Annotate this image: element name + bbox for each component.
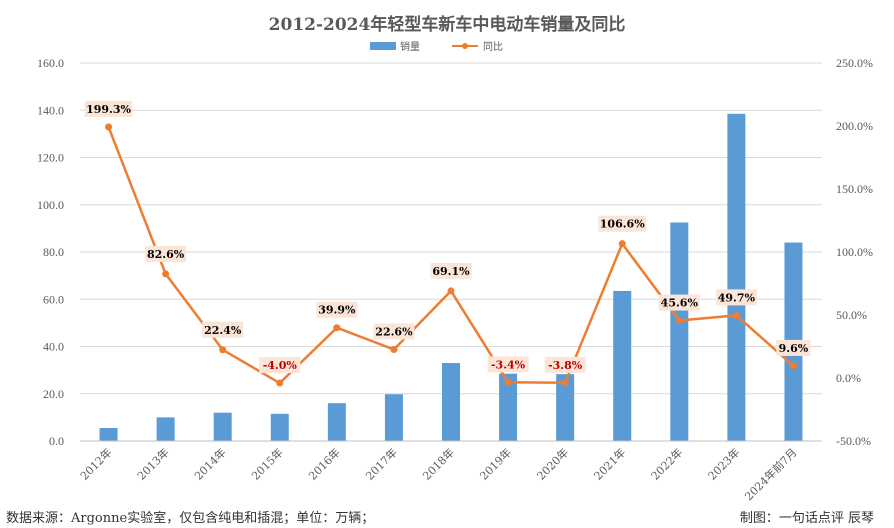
data-label-box bbox=[544, 356, 586, 373]
x-tick-label: 2022年 bbox=[648, 445, 685, 482]
data-label: 82.6% bbox=[147, 248, 185, 261]
right-axis: -50.0% 0.0% 50.0% 100.0% 150.0% 200.0% 250.0% bbox=[836, 56, 873, 448]
data-label-box bbox=[316, 301, 358, 318]
x-axis: 2012年 2013年 2014年 2015年 2016年 2017年 2018年 2019年… bbox=[77, 440, 822, 503]
data-label: -4.0% bbox=[263, 359, 298, 372]
bar bbox=[556, 374, 575, 441]
x-tick-label: 2014年 bbox=[191, 445, 228, 482]
left-axis: 0.0 20.0 40.0 60.0 80.0 100.0 120.0 140.0 160.0 bbox=[37, 56, 64, 448]
data-labels: 199.3% 82.6% 22.4% -4.0% 39.9% 22.6% 69.1% -3.4… bbox=[84, 100, 811, 374]
data-label-box bbox=[715, 289, 757, 306]
right-tick-label: 150.0% bbox=[836, 182, 873, 196]
x-tick-label: 2018年 bbox=[420, 445, 457, 482]
x-tick-label: 2012年 bbox=[77, 445, 114, 482]
data-label-box bbox=[145, 245, 187, 262]
yoy-point bbox=[504, 378, 512, 386]
left-tick-label: 0.0 bbox=[49, 434, 64, 448]
bar bbox=[213, 412, 232, 441]
bar bbox=[99, 428, 118, 441]
right-tick-label: 0.0% bbox=[836, 371, 861, 385]
left-tick-label: 80.0 bbox=[43, 245, 64, 259]
data-label: 106.6% bbox=[600, 218, 645, 231]
data-label: 22.4% bbox=[204, 324, 242, 337]
yoy-point bbox=[219, 346, 227, 354]
yoy-series-line bbox=[107, 126, 795, 385]
data-label-box bbox=[430, 262, 472, 279]
yoy-point bbox=[789, 362, 797, 370]
data-label: 9.6% bbox=[779, 342, 809, 355]
left-tick-label: 20.0 bbox=[43, 387, 64, 401]
data-label-box bbox=[487, 356, 529, 373]
x-tick-label: 2015年 bbox=[248, 445, 285, 482]
yoy-point bbox=[732, 311, 740, 319]
yoy-point bbox=[105, 123, 113, 131]
data-label-box bbox=[373, 323, 415, 340]
x-tick-label: 2023年 bbox=[705, 445, 742, 482]
bar bbox=[499, 373, 518, 441]
data-label: -3.4% bbox=[491, 358, 526, 371]
left-tick-label: 140.0 bbox=[37, 103, 64, 117]
data-label: 199.3% bbox=[86, 103, 131, 116]
right-tick-label: -50.0% bbox=[836, 434, 871, 448]
right-tick-label: 200.0% bbox=[836, 119, 873, 133]
data-label: 45.6% bbox=[661, 297, 699, 310]
data-label: 49.7% bbox=[718, 291, 756, 304]
left-tick-label: 60.0 bbox=[43, 292, 64, 306]
yoy-point bbox=[447, 287, 455, 295]
legend-bar-label: 销量 bbox=[400, 40, 420, 53]
x-tick-label: 2020年 bbox=[534, 445, 571, 482]
bar bbox=[270, 413, 289, 441]
data-label-box bbox=[658, 294, 700, 311]
data-label: 22.6% bbox=[375, 326, 413, 339]
chart-title: 2012-2024年轻型车新车中电动车销量及同比 bbox=[269, 14, 626, 35]
footer-source: 数据来源：Argonne实验室，仅包含纯电和插混；单位：万辆； bbox=[6, 511, 375, 526]
legend: 销量 同比 bbox=[370, 40, 503, 53]
footer-credit: 制图：一句话点评 辰琴 bbox=[739, 511, 874, 526]
bar bbox=[727, 113, 746, 441]
x-tick-label: 2024年前7月 bbox=[742, 445, 800, 503]
data-label: -3.8% bbox=[548, 359, 583, 372]
x-tick-label: 2013年 bbox=[134, 445, 171, 482]
data-label: 39.9% bbox=[318, 304, 356, 317]
yoy-point bbox=[561, 379, 569, 387]
yoy-point bbox=[675, 317, 683, 325]
legend-bar-swatch bbox=[370, 42, 396, 50]
yoy-line bbox=[105, 123, 797, 387]
x-tick-label: 2021年 bbox=[591, 445, 628, 482]
data-label: 69.1% bbox=[432, 265, 470, 278]
right-tick-label: 50.0% bbox=[836, 308, 867, 322]
left-tick-label: 160.0 bbox=[37, 56, 64, 70]
bar bbox=[156, 417, 175, 441]
bar bbox=[670, 222, 689, 441]
left-tick-label: 40.0 bbox=[43, 340, 64, 354]
bar bbox=[613, 290, 632, 441]
left-tick-label: 120.0 bbox=[37, 151, 64, 165]
bar bbox=[327, 403, 346, 441]
data-label-box bbox=[259, 357, 301, 374]
data-label-box bbox=[202, 321, 244, 338]
legend-line-label: 同比 bbox=[483, 41, 503, 53]
bar bbox=[442, 363, 460, 441]
bar bbox=[384, 394, 403, 441]
data-label-box bbox=[84, 100, 133, 117]
x-tick-label: 2017年 bbox=[363, 445, 400, 482]
right-tick-label: 250.0% bbox=[836, 56, 873, 70]
data-label-box bbox=[776, 339, 811, 356]
right-tick-label: 100.0% bbox=[836, 245, 873, 259]
yoy-point bbox=[333, 324, 341, 332]
yoy-point bbox=[618, 240, 626, 248]
yoy-point bbox=[162, 270, 170, 278]
legend-line-marker bbox=[462, 43, 468, 49]
yoy-point bbox=[276, 379, 284, 387]
left-tick-label: 100.0 bbox=[37, 198, 64, 212]
x-tick-label: 2016年 bbox=[305, 445, 342, 482]
x-tick-label: 2019年 bbox=[477, 445, 514, 482]
yoy-point bbox=[390, 346, 398, 354]
data-label-box bbox=[598, 215, 647, 232]
